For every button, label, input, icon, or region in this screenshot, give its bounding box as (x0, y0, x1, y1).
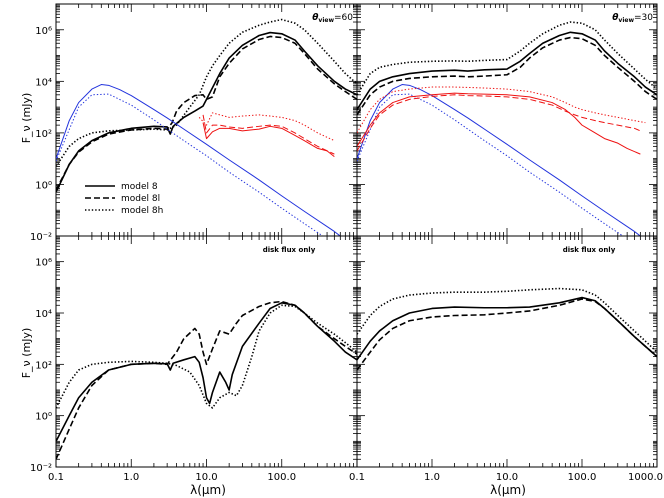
series-line-model-8-blue (56, 84, 342, 236)
series-line-model-8-red (202, 122, 335, 158)
series-line-model-8-black (357, 31, 657, 111)
series-line-model-8h-blue (56, 93, 324, 236)
x-tick-label: 0.1 (48, 472, 64, 483)
series-line-model-8l-red (357, 94, 641, 152)
legend-label-model-8l: model 8l (121, 194, 160, 204)
x-tick-label: 1000.0 (628, 472, 663, 483)
x-tick-label: 0.1 (349, 472, 365, 483)
panel-frame (55, 3, 358, 237)
y-axis-label-text-top: F_ν (mJy) (20, 93, 33, 144)
x-tick-label: 1.0 (123, 472, 139, 483)
panel-top-left: 10⁻² 10⁰ 10² 10⁴ 10⁶ θview=60 (30, 3, 358, 243)
panel-bottom-right: 0.1 1.0 10.0 100.0 1000.0 disk flux only (349, 235, 663, 483)
series-group (357, 287, 657, 371)
series-line-model-8l-red (202, 114, 335, 155)
x-tick-label: 100.0 (568, 472, 597, 483)
y-tick-label: 10² (35, 129, 52, 140)
panel-annotation: disk flux only (263, 246, 316, 254)
legend-label-model-8: model 8 (121, 182, 158, 192)
y-tick-label: 10² (35, 360, 52, 371)
series-line-model-8h-blue (357, 93, 624, 236)
series-line-model-8l-black (56, 35, 357, 191)
panel-frame (356, 235, 658, 468)
y-axis-label-bottom: F_ν (mJy) (20, 328, 33, 379)
series-line-model-8-red (357, 92, 641, 155)
x-axis-label-left: λ(μm) (190, 483, 226, 497)
panel-annotation: θview=60 (312, 13, 353, 24)
x-tick-label: 10.0 (496, 472, 518, 483)
y-tick-label: 10⁴ (35, 309, 52, 320)
series-line-model-8h-black (357, 287, 657, 353)
legend: model 8 model 8l model 8h (85, 182, 163, 216)
series-line-model-8l-black (357, 36, 657, 116)
series-line-model-8-blue (357, 84, 642, 236)
y-tick-label: 10⁶ (35, 258, 52, 269)
series-line-model-8h-black (56, 304, 357, 409)
series-line-model-8h-red (198, 112, 335, 142)
x-axis-label-right: λ(μm) (490, 483, 526, 497)
series-line-model-8-black (56, 301, 357, 442)
series-line-model-8h-red (357, 86, 646, 134)
series-group (56, 18, 357, 236)
series-group (56, 300, 357, 460)
panel-annotation: disk flux only (563, 246, 616, 254)
series-group (357, 21, 657, 236)
y-tick-label: 10⁻² (30, 232, 52, 243)
legend-label-model-8h: model 8h (121, 206, 163, 216)
panel-bottom-left: 10⁻² 10⁰ 10² 10⁴ 10⁶ 0.1 1.0 10.0 100.0 disk flux… (30, 235, 358, 483)
y-axis-label-top: F_ν (mJy) (20, 93, 33, 144)
y-tick-label: 10⁴ (35, 77, 52, 88)
series-line-model-8l-black (357, 298, 657, 371)
x-tick-label: 10.0 (195, 472, 217, 483)
y-tick-label: 10⁶ (35, 26, 52, 37)
x-tick-label: 100.0 (267, 472, 296, 483)
series-line-model-8l-black (56, 300, 357, 460)
y-tick-label: 10⁰ (35, 180, 52, 191)
panel-frame (55, 235, 358, 468)
y-axis-label-text-bottom: F_ν (mJy) (20, 328, 33, 379)
series-line-model-8-black (56, 31, 357, 193)
series-line-model-8-black (357, 296, 657, 361)
panel-top-right: θview=30 (356, 3, 658, 237)
y-tick-label: 10⁰ (35, 412, 52, 423)
x-tick-label: 1.0 (424, 472, 440, 483)
series-line-model-8h-black (357, 21, 657, 96)
panel-annotation: θview=30 (612, 13, 653, 24)
y-tick-label: 10⁻² (30, 463, 52, 474)
panel-frame (356, 3, 658, 237)
